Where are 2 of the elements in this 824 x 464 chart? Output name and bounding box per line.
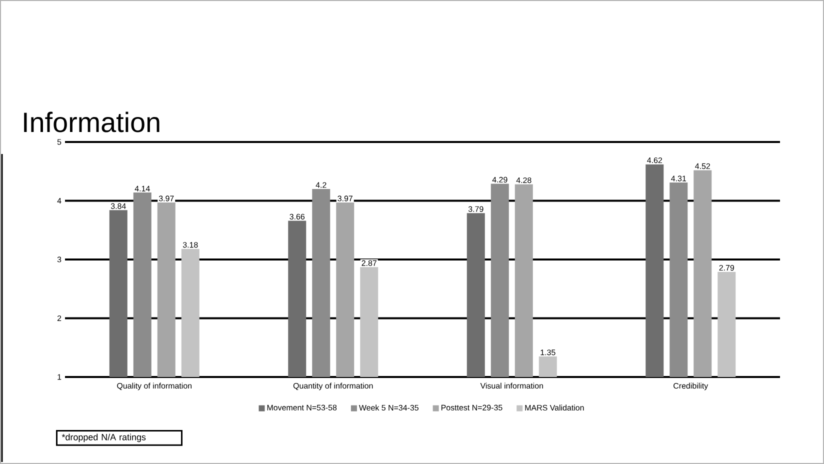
chart-title: Information: [24, 112, 160, 132]
text: *dropped N/A ratings: [62, 434, 146, 442]
